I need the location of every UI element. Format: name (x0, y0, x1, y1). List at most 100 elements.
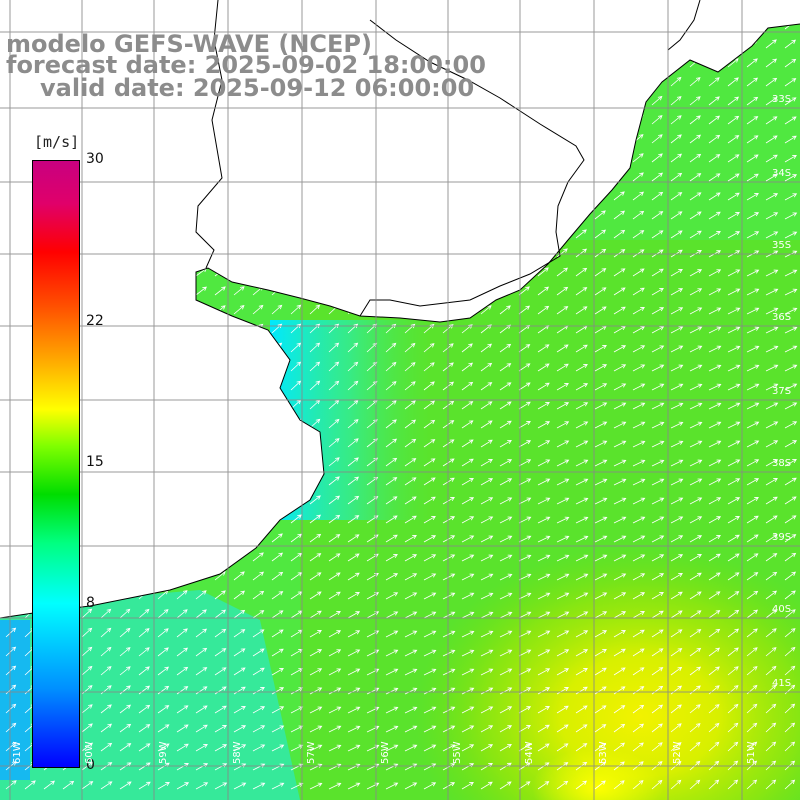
wind-arrow (765, 459, 779, 467)
wind-arrow (651, 554, 665, 562)
wind-arrow (518, 668, 532, 676)
wind-arrow (404, 725, 418, 733)
wind-arrow (708, 364, 722, 372)
wind-arrow (442, 516, 456, 524)
wind-arrow (100, 742, 113, 752)
wind-arrow (252, 744, 266, 752)
wind-arrow (138, 647, 150, 657)
wind-arrow (632, 686, 645, 695)
wind-arrow (290, 342, 302, 353)
wind-arrow (594, 573, 608, 581)
wind-arrow (442, 744, 456, 752)
wind-arrow (385, 611, 399, 619)
wind-arrow (784, 571, 797, 581)
wind-arrow (252, 629, 265, 638)
wind-arrow (708, 516, 722, 524)
wind-arrow (309, 629, 322, 638)
wind-arrow (670, 421, 684, 429)
wind-arrow (765, 116, 778, 125)
wind-arrow (708, 440, 722, 448)
wind-arrow (537, 344, 550, 353)
wind-arrow (689, 478, 703, 486)
wind-arrow (746, 326, 760, 334)
wind-arrow (746, 154, 759, 163)
wind-arrow (480, 781, 493, 790)
colorbar-tick-label: 0 (86, 757, 95, 773)
wind-arrow (214, 648, 227, 657)
wind-arrow (537, 421, 551, 429)
wind-arrow (575, 248, 588, 258)
colorbar-tick-label: 30 (86, 151, 104, 167)
wind-arrow (784, 477, 797, 486)
wind-arrow (385, 687, 399, 695)
wind-arrow (632, 723, 645, 733)
wind-arrow (651, 573, 665, 581)
wind-arrow (404, 706, 418, 714)
wind-arrow (613, 478, 627, 486)
wind-arrow (328, 630, 342, 638)
wind-arrow (499, 535, 513, 543)
wind-arrow (480, 401, 493, 410)
wind-arrow (670, 723, 682, 733)
wind-arrow (670, 478, 684, 486)
wind-arrow (575, 440, 589, 448)
wind-arrow (309, 342, 321, 353)
wind-arrow (404, 649, 418, 657)
wind-arrow (632, 383, 646, 391)
wind-arrow (708, 421, 722, 429)
wind-arrow (689, 497, 703, 505)
wind-arrow (461, 420, 474, 429)
wind-arrow (176, 743, 189, 752)
wind-arrow (689, 134, 702, 144)
wind-arrow (708, 230, 721, 239)
wind-arrow (746, 345, 760, 353)
wind-arrow (385, 342, 397, 353)
wind-arrow (423, 535, 437, 543)
wind-arrow (404, 573, 418, 581)
wind-arrow (594, 344, 607, 353)
wind-arrow (746, 307, 760, 315)
wind-arrow (214, 705, 227, 714)
wind-arrow (347, 687, 361, 695)
wind-arrow (765, 212, 779, 220)
wind-arrow (461, 649, 475, 657)
wind-arrow (784, 534, 797, 543)
wind-arrow (594, 383, 608, 391)
wind-arrow (765, 364, 779, 372)
wind-arrow (347, 361, 359, 372)
wind-arrow (100, 723, 113, 733)
wind-arrow (727, 553, 740, 562)
wind-arrow (765, 590, 778, 600)
longitude-label: 54W (524, 741, 535, 764)
wind-arrow (765, 345, 779, 353)
wind-arrow (195, 667, 208, 676)
wind-arrow (727, 288, 741, 296)
wind-arrow (784, 421, 798, 429)
wind-arrow (347, 572, 360, 581)
wind-arrow (499, 478, 513, 486)
wind-arrow (765, 496, 778, 505)
wind-arrow (651, 704, 664, 714)
wind-arrow (689, 610, 702, 619)
wind-arrow (670, 516, 684, 524)
wind-arrow (290, 361, 302, 372)
wind-arrow (670, 96, 682, 106)
wind-arrow (784, 646, 796, 657)
wind-arrow (594, 248, 607, 258)
wind-arrow (632, 742, 644, 752)
wind-arrow (594, 440, 608, 448)
wind-arrow (784, 174, 798, 182)
wind-arrow (765, 571, 778, 581)
wind-arrow (385, 744, 399, 752)
wind-arrow (575, 344, 588, 353)
wind-arrow (347, 630, 361, 638)
wind-arrow (632, 191, 645, 201)
longitude-label: 60W (84, 741, 95, 764)
wind-arrow (518, 401, 531, 410)
wind-arrow (404, 534, 417, 543)
wind-arrow (385, 573, 399, 581)
wind-arrow (176, 724, 189, 733)
wind-arrow (613, 268, 626, 277)
wind-arrow (594, 364, 608, 372)
wind-arrow (727, 326, 741, 334)
